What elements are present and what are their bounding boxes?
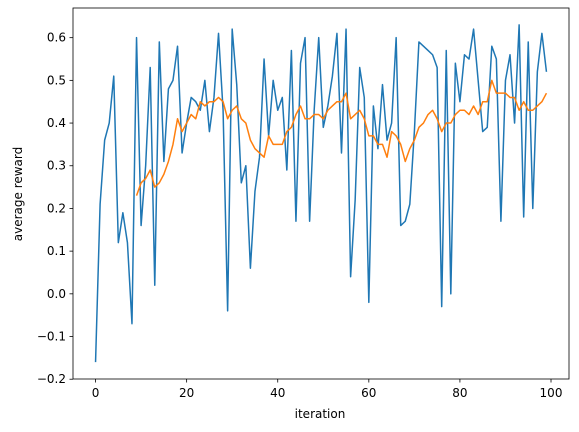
x-tick-label: 60	[361, 386, 376, 400]
x-axis-label: iteration	[295, 407, 346, 421]
x-tick-label: 20	[179, 386, 194, 400]
x-tick-label: 0	[92, 386, 100, 400]
y-tick-label: 0.6	[47, 31, 66, 45]
y-tick-label: 0.0	[47, 287, 66, 301]
y-tick-label: −0.2	[37, 372, 66, 386]
y-tick-label: 0.1	[47, 244, 66, 258]
line-series	[94, 24, 548, 363]
y-tick-label: 0.3	[47, 159, 66, 173]
y-axis-label: average reward	[11, 147, 25, 242]
x-tick-label: 40	[270, 386, 285, 400]
x-tick-label: 80	[452, 386, 467, 400]
x-tick-label: 100	[540, 386, 563, 400]
line-series	[135, 79, 548, 196]
y-tick-label: 0.2	[47, 201, 66, 215]
y-tick-label: 0.4	[47, 116, 66, 130]
y-tick-label: −0.1	[37, 330, 66, 344]
plot-frame	[72, 7, 570, 380]
y-tick-label: 0.5	[47, 73, 66, 87]
